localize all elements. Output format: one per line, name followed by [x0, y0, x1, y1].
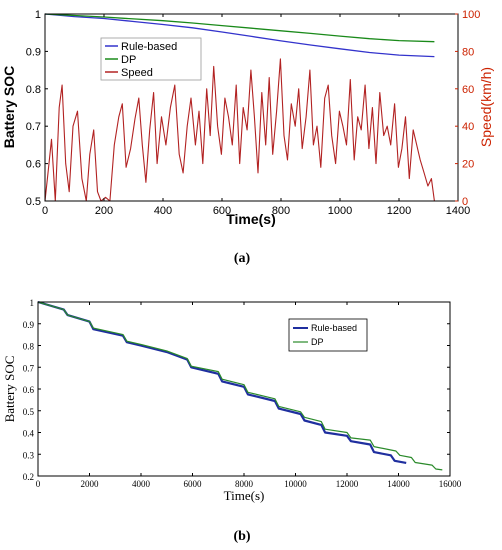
x-tick-label: 800 — [272, 205, 290, 217]
x-tick-label: 16000 — [439, 479, 462, 489]
chart-a-data — [44, 13, 435, 202]
x-tick-label: 1200 — [387, 205, 411, 217]
legend-a-dp-label: DP — [121, 54, 136, 66]
y-tick-label: 0.7 — [26, 121, 41, 133]
y2-tick-label: 80 — [462, 46, 474, 58]
legend-a-rule-label: Rule-based — [121, 41, 177, 53]
chart-a-y2label: Speed(km/h) — [478, 67, 494, 147]
caption-a: (a) — [234, 251, 251, 266]
chart-b-ticks: 0 2000 4000 6000 8000 10000 12000 14000 16000 0.2… — [23, 298, 462, 489]
series-dp-line — [37, 301, 443, 471]
y-tick-label: 0.6 — [23, 385, 35, 395]
chart-a-ylabel: Battery SOC — [1, 66, 17, 148]
y-tick-label: 0.8 — [26, 84, 41, 96]
y-tick-label: 1 — [30, 298, 35, 308]
legend-a-speed-label: Speed — [121, 67, 153, 79]
x-tick-label: 600 — [213, 205, 231, 217]
y-tick-label: 0.7 — [23, 363, 35, 373]
y-tick-label: 0.2 — [23, 472, 34, 482]
series-speed-line — [44, 58, 435, 202]
y-tick-label: 0.9 — [23, 320, 35, 330]
x-tick-label: 0 — [42, 205, 48, 217]
legend-b-rule-label: Rule-based — [311, 323, 357, 333]
chart-a-legend: Rule-based DP Speed — [100, 37, 202, 81]
x-tick-label: 6000 — [184, 479, 203, 489]
chart-b-legend-box — [288, 318, 368, 352]
x-tick-label: 2000 — [81, 479, 100, 489]
chart-b-xlabel: Time(s) — [224, 488, 265, 503]
y-tick-label: 0.9 — [26, 46, 41, 58]
series-rule-based-line — [44, 13, 435, 58]
x-tick-label: 12000 — [336, 479, 359, 489]
y-tick-label: 0.5 — [26, 196, 41, 208]
chart-b-data — [37, 300, 443, 471]
y-tick-label: 0.5 — [23, 407, 35, 417]
x-tick-label: 200 — [95, 205, 113, 217]
x-tick-label: 4000 — [132, 479, 151, 489]
y2-tick-label: 60 — [462, 84, 474, 96]
x-tick-label: 10000 — [284, 479, 307, 489]
y-tick-label: 0.3 — [23, 450, 35, 460]
caption-b: (b) — [233, 529, 250, 544]
x-tick-label: 1400 — [446, 205, 470, 217]
y2-tick-label: 20 — [462, 159, 474, 171]
chart-b-legend: Rule-based DP — [288, 318, 368, 352]
y-tick-label: 0.6 — [26, 159, 41, 171]
x-tick-label: 1000 — [328, 205, 352, 217]
chart-a-xlabel: Time(s) — [226, 211, 276, 227]
series-dp-line — [44, 13, 435, 43]
chart-b-ylabel: Battery SOC — [2, 356, 17, 423]
x-tick-label: 8000 — [235, 479, 254, 489]
y2-tick-label: 40 — [462, 121, 474, 133]
y-tick-label: 0.8 — [23, 342, 35, 352]
x-tick-label: 400 — [154, 205, 172, 217]
y2-tick-label: 100 — [462, 9, 480, 21]
y-tick-label: 0.4 — [23, 429, 35, 439]
chart-b: 0 2000 4000 6000 8000 10000 12000 14000 16000 0.2… — [2, 298, 462, 544]
chart-a-frame — [44, 13, 459, 202]
chart-a: 0 200 400 600 800 1000 1200 14000.50.60.70.80.9… — [1, 9, 494, 266]
chart-a-ticks: 0 200 400 600 800 1000 1200 14000.50.60.70.80.9… — [26, 9, 481, 217]
y2-tick-label: 0 — [462, 196, 468, 208]
x-tick-label: 0 — [36, 479, 41, 489]
series-rule-based-line — [37, 300, 407, 464]
legend-b-dp-label: DP — [311, 337, 324, 347]
y-tick-label: 1 — [35, 9, 41, 21]
x-tick-label: 14000 — [387, 479, 410, 489]
